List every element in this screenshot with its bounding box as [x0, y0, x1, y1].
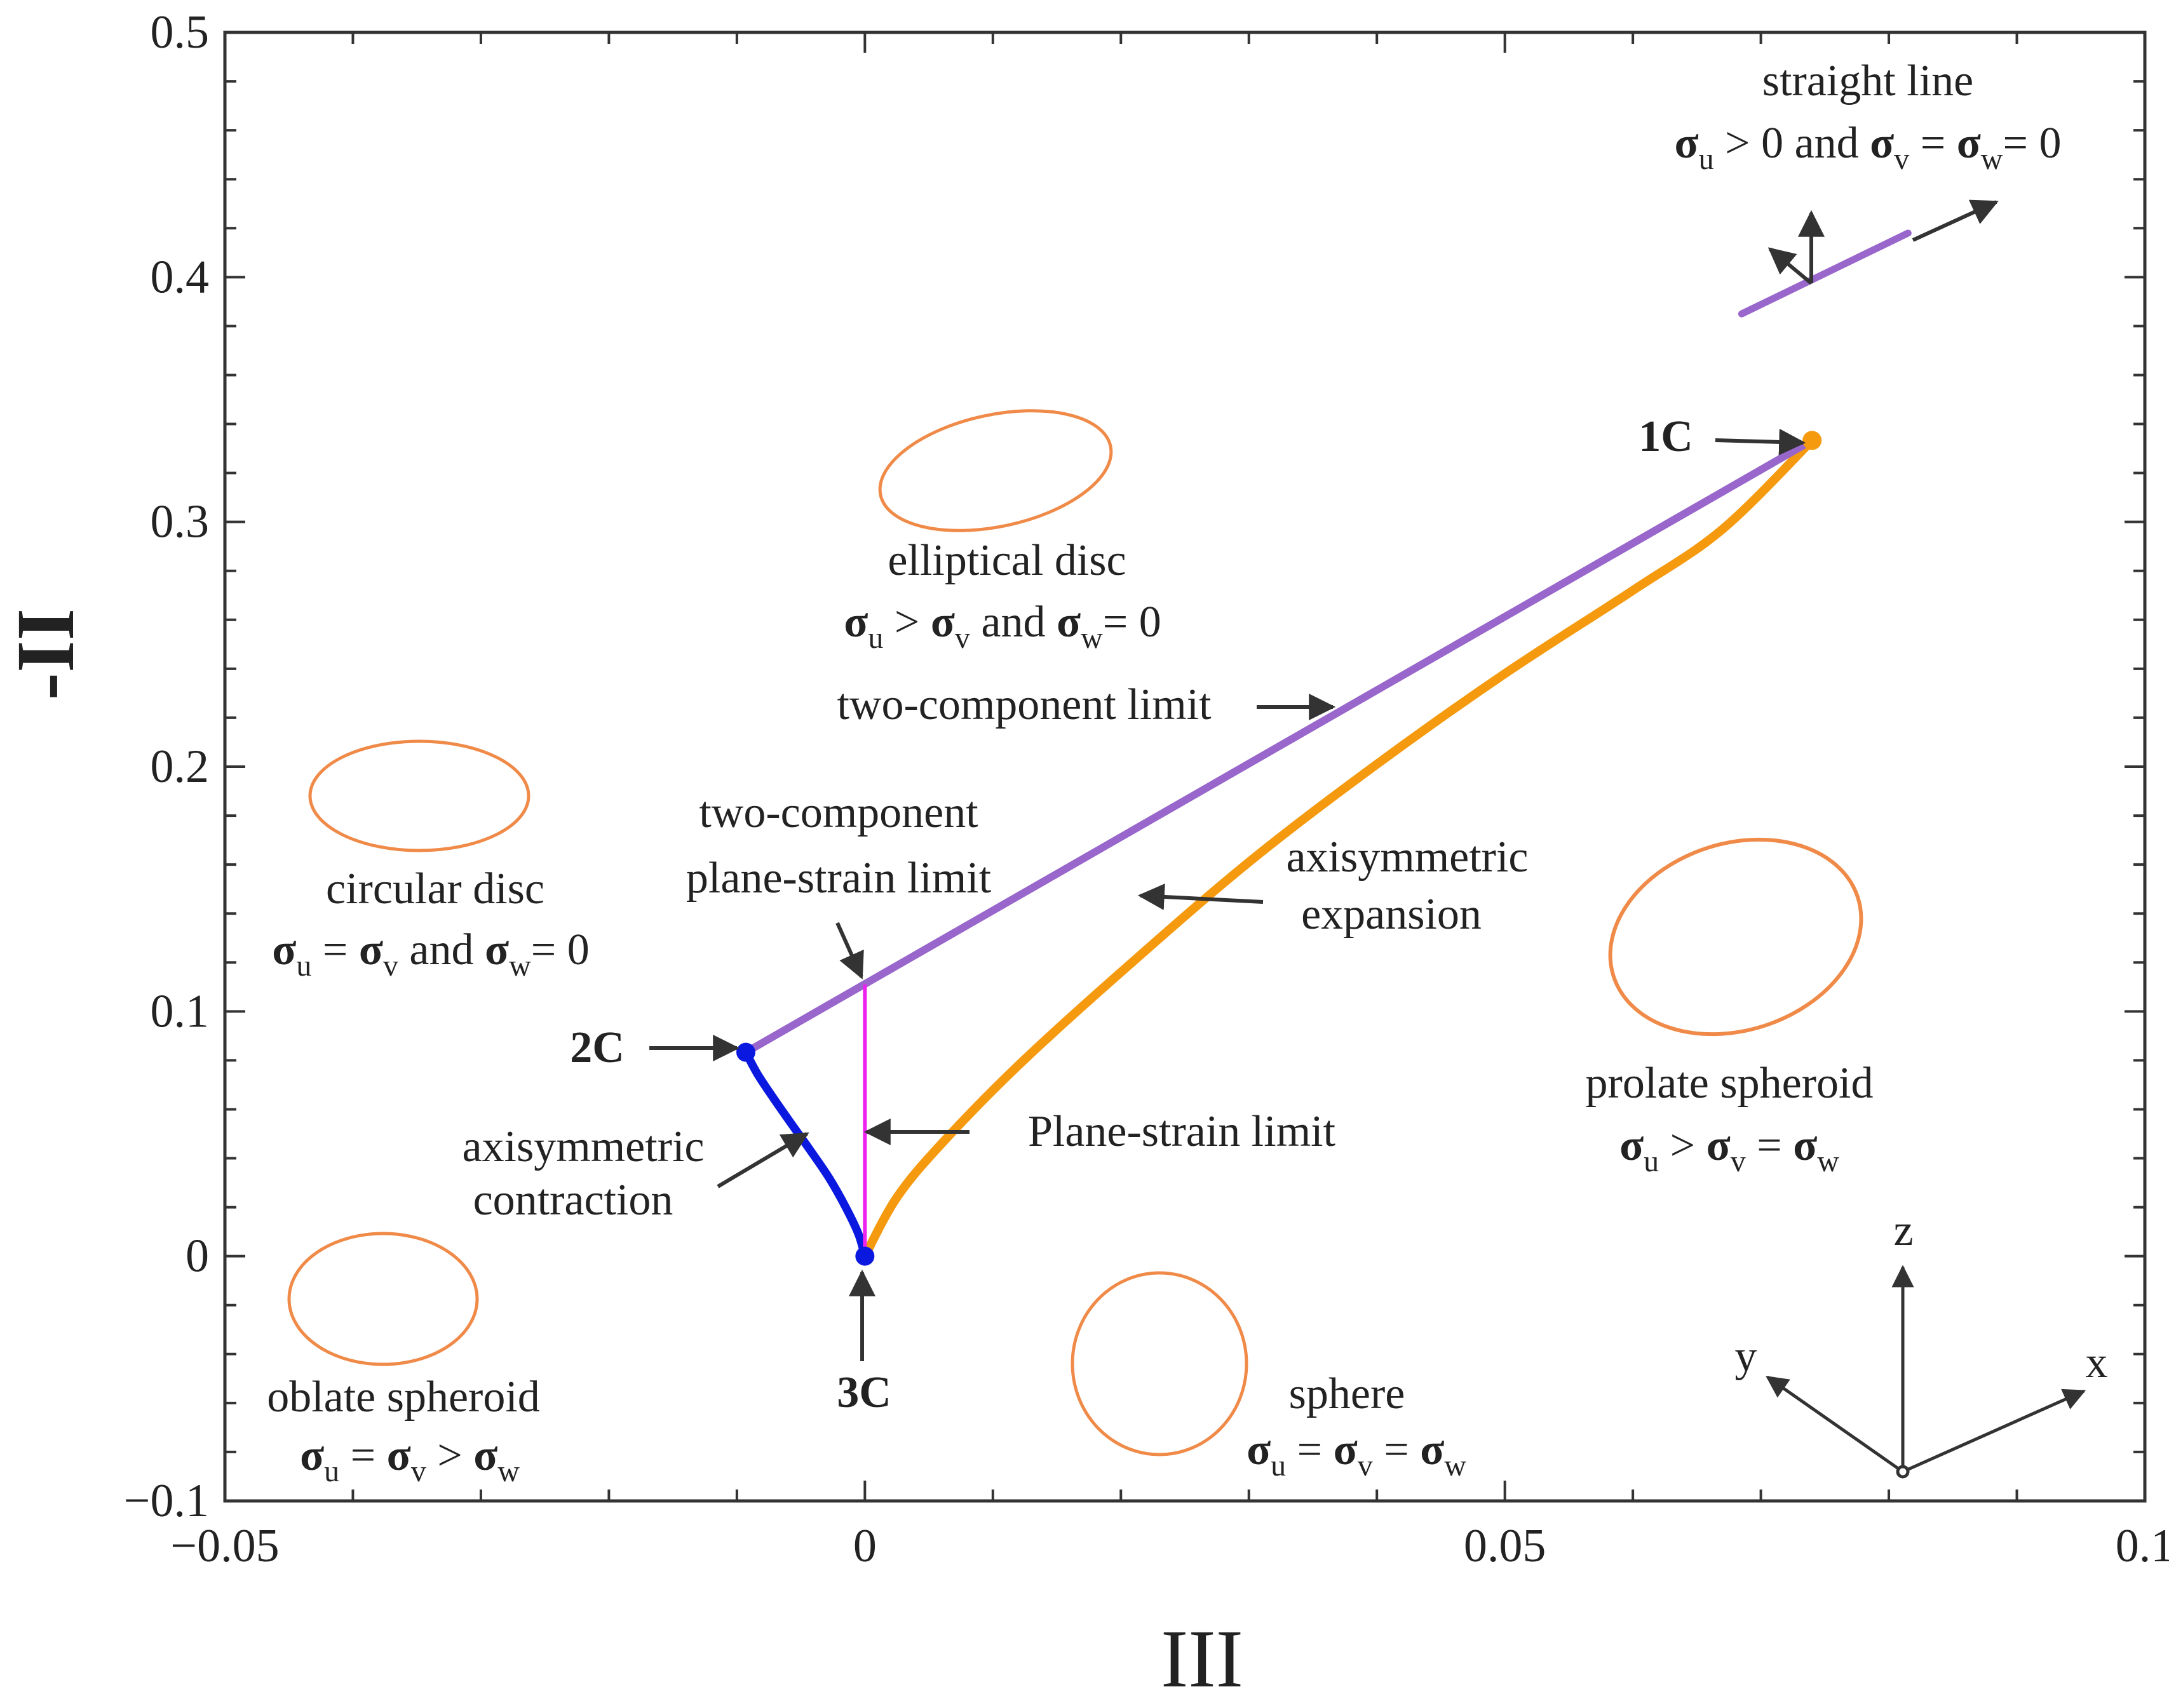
arrow-axisymmetric-expansion [1137, 883, 1264, 910]
y-tick-labels: −0.1 0 0.1 0.2 0.3 0.4 0.5 [124, 6, 209, 1527]
arrow-1c [1715, 428, 1806, 455]
arrow-two-component-plane-strain [835, 922, 864, 979]
point-2c-marker [736, 1042, 755, 1062]
x-tick-label: 0.05 [1464, 1520, 1546, 1572]
straight-line-name: straight line [1762, 57, 1973, 105]
two-component-limit-line [741, 436, 1816, 1056]
y-tick-label: 0.5 [151, 6, 210, 58]
y-tick-label: −0.1 [124, 1475, 209, 1527]
x-tick-label: −0.05 [170, 1520, 279, 1572]
straight-line-segment [1738, 229, 1912, 318]
x-tick-label: 0 [853, 1520, 877, 1572]
arrow-axisymmetric-contraction [717, 1132, 809, 1188]
x-axis-title: III [1161, 1613, 1243, 1705]
label-two-component-plane-strain-2: plane-strain limit [686, 854, 992, 903]
y-axis-title: -II [0, 609, 91, 700]
xyz-axes-glyph [1766, 1265, 2086, 1479]
prolate-spheroid-shape [1608, 837, 1863, 1037]
sphere-name: sphere [1289, 1369, 1405, 1418]
y-tick-label: 0.4 [151, 251, 210, 303]
elliptical-disc-name: elliptical disc [888, 536, 1126, 585]
circular-disc-name: circular disc [326, 864, 544, 913]
axis-glyph-y: y [1735, 1332, 1757, 1381]
point-3c-marker [855, 1246, 875, 1266]
label-axisymmetric-contraction-1: axisymmetric [462, 1122, 704, 1171]
y-tick-label: 0.1 [151, 985, 210, 1037]
label-plane-strain-limit: Plane-strain limit [1028, 1107, 1336, 1156]
axis-glyph-z: z [1893, 1206, 1913, 1255]
label-axisymmetric-contraction-2: contraction [473, 1176, 673, 1225]
sphere-shape [1071, 1271, 1248, 1456]
axisymmetric-expansion-line [860, 436, 1817, 1261]
oblate-spheroid-name: oblate spheroid [267, 1373, 540, 1422]
arrow-straight-line-binormal [1767, 247, 1813, 285]
label-3c: 3C [837, 1368, 891, 1417]
arrow-straight-line-tangent [1912, 199, 1999, 242]
label-two-component-plane-strain-1: two-component [699, 788, 978, 837]
prolate-spheroid-name: prolate spheroid [1586, 1059, 1874, 1108]
circular-disc-formula: σu = σv and σw= 0 [272, 925, 589, 983]
x-tick-labels: −0.05 0 0.05 0.1 [170, 1520, 2169, 1572]
prolate-spheroid-formula: σu > σv = σw [1619, 1121, 1839, 1178]
elliptical-disc-shape [878, 409, 1113, 532]
oblate-spheroid-formula: σu = σv > σw [300, 1431, 520, 1488]
axis-glyph-x: x [2086, 1338, 2108, 1387]
y-tick-label: 0.2 [151, 741, 210, 793]
label-2c: 2C [570, 1023, 625, 1072]
x-tick-label: 0.1 [2116, 1520, 2169, 1572]
axis-ticks [224, 31, 2146, 1502]
oblate-spheroid-shape [287, 1232, 479, 1366]
annotation-arrows [649, 199, 1999, 1361]
axisymmetric-contraction-line [741, 1048, 869, 1261]
label-axisymmetric-expansion-1: axisymmetric [1286, 833, 1528, 882]
y-tick-label: 0 [186, 1230, 209, 1282]
point-1c-marker [1802, 431, 1822, 450]
y-tick-label: 0.3 [151, 496, 210, 548]
label-1c: 1C [1639, 412, 1693, 461]
straight-line-formula: σu > 0 and σv = σw= 0 [1675, 119, 2062, 176]
label-axisymmetric-expansion-2: expansion [1301, 890, 1482, 939]
label-two-component-limit: two-component limit [837, 680, 1212, 729]
elliptical-disc-formula: σu > σv and σw= 0 [844, 598, 1161, 655]
sphere-formula: σu = σv = σw [1247, 1425, 1466, 1483]
circular-disc-shape [308, 739, 530, 852]
